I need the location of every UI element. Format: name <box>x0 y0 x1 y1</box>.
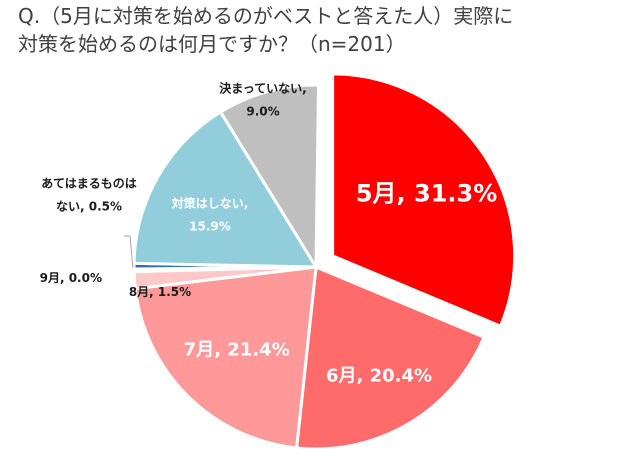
pie-slice-2 <box>294 264 486 451</box>
slice-label-8-line-2: 9.0% <box>246 105 279 119</box>
slice-label-8: 決まっていない, 9.0% <box>219 81 306 119</box>
pie-slice-8 <box>218 83 321 273</box>
chart-title-line-1: Q.（5月に対策を始めるのがベストと答えた人）実際に <box>18 4 514 28</box>
leader-line-none <box>124 235 134 269</box>
slice-label-4: 8月, 1.5% <box>129 285 191 299</box>
pie-slice-1 <box>331 72 517 329</box>
pie-slices <box>132 72 517 451</box>
pie-slice-3 <box>133 265 318 450</box>
slice-label-8-line-1: 決まっていない, <box>219 81 306 96</box>
slice-label-3: 7月, 21.4% <box>184 339 290 360</box>
slice-label-2: 6月, 20.4% <box>326 366 432 387</box>
slice-labels: 5月, 31.3% 6月, 20.4% 7月, 21.4% 8月, 1.5% 9月, 0… <box>40 81 498 387</box>
slice-label-6: あてはまるものはない, 0.5% <box>41 177 137 214</box>
pie-slice-7 <box>132 109 319 269</box>
slice-label-1: 5月, 31.3% <box>356 179 497 207</box>
chart-title-line-2: 対策を始めるのは何月ですか？（n=201） <box>18 32 406 56</box>
leader-lines <box>124 235 134 269</box>
chart-title: Q.（5月に対策を始めるのがベストと答えた人）実際に 対策を始めるのは何月ですか… <box>18 2 618 58</box>
slice-label-6-line-2: ない, 0.5% <box>56 200 122 214</box>
slice-label-7-line-1: 対策はしない, <box>171 196 249 211</box>
slice-label-7: 対策はしない, 15.9% <box>171 196 249 234</box>
slice-label-7-line-2: 15.9% <box>189 220 231 234</box>
slice-label-6-line-1: あてはまるものは <box>41 177 137 191</box>
slice-label-5: 9月, 0.0% <box>40 271 102 285</box>
